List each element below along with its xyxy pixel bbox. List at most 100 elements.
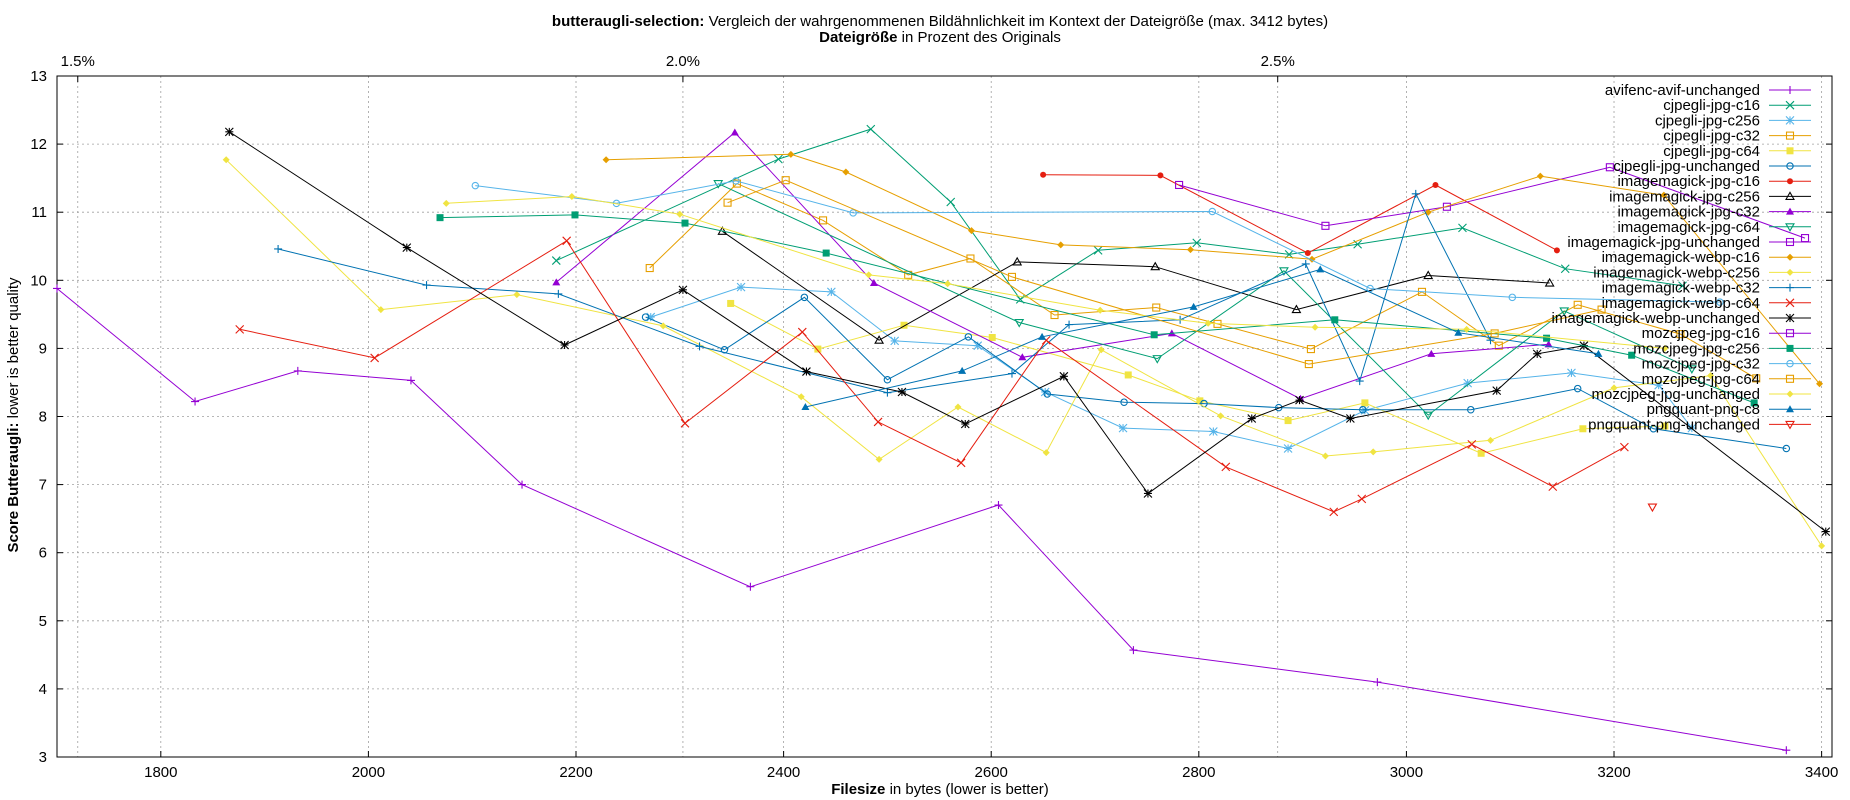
data-point bbox=[1786, 283, 1794, 292]
data-point bbox=[1321, 452, 1329, 460]
series-imagemagick-jpg-c256 bbox=[717, 226, 1555, 344]
series-pngquant-png-unchanged bbox=[1647, 503, 1658, 513]
x-tick-label: 2000 bbox=[352, 764, 385, 781]
series-line bbox=[239, 240, 1625, 513]
data-point bbox=[1661, 344, 1669, 352]
data-point bbox=[1785, 116, 1795, 125]
data-point bbox=[1579, 425, 1587, 433]
series-imagemagick-webp-c256 bbox=[222, 156, 1826, 550]
data-point bbox=[1467, 440, 1477, 449]
data-point bbox=[849, 209, 857, 217]
data-point bbox=[1359, 405, 1367, 414]
data-point bbox=[897, 387, 907, 397]
series-line bbox=[650, 286, 1693, 450]
series-line bbox=[805, 268, 1599, 408]
data-point bbox=[964, 333, 973, 341]
x-axis-label-bold: Filesize bbox=[831, 781, 885, 798]
series-line bbox=[1178, 166, 1806, 239]
series-line bbox=[556, 128, 1683, 301]
data-point bbox=[1816, 380, 1824, 388]
data-point bbox=[1787, 178, 1793, 185]
data-point bbox=[732, 177, 740, 185]
data-point bbox=[1508, 293, 1517, 302]
series-imagemagick-webp-c32 bbox=[274, 189, 1495, 397]
data-point bbox=[680, 418, 690, 428]
series-group bbox=[53, 124, 1831, 755]
data-point bbox=[727, 299, 735, 307]
data-point bbox=[1152, 355, 1163, 364]
data-point bbox=[659, 322, 667, 330]
data-point bbox=[1573, 384, 1582, 393]
data-point bbox=[1620, 442, 1629, 452]
data-point bbox=[1594, 349, 1603, 357]
data-point bbox=[681, 219, 689, 227]
x-tick-label: 1800 bbox=[144, 764, 177, 781]
data-point bbox=[1361, 399, 1369, 407]
data-point bbox=[1042, 449, 1050, 457]
data-point bbox=[191, 397, 200, 406]
legend-label: mozcjpeg-jpg-unchanged bbox=[1592, 386, 1760, 403]
data-point bbox=[1610, 384, 1618, 392]
data-point bbox=[874, 335, 885, 344]
data-point bbox=[1463, 325, 1471, 333]
data-point bbox=[222, 156, 230, 164]
data-point bbox=[568, 193, 576, 201]
data-point bbox=[436, 214, 444, 222]
data-point bbox=[1785, 420, 1795, 430]
data-point bbox=[1306, 345, 1315, 354]
y-tick-label: 4 bbox=[39, 681, 47, 698]
y-tick-label: 10 bbox=[30, 272, 47, 289]
y-tick-label: 8 bbox=[39, 409, 47, 426]
data-point bbox=[1196, 397, 1204, 405]
legend-label: imagemagick-webp-c16 bbox=[1602, 249, 1760, 266]
data-point bbox=[956, 458, 966, 468]
data-point bbox=[1357, 494, 1367, 504]
data-point bbox=[1786, 86, 1794, 94]
legend-item: imagemagick-jpg-c256 bbox=[1609, 188, 1811, 205]
y-tick-label: 11 bbox=[31, 204, 47, 221]
data-point bbox=[518, 480, 527, 489]
data-point bbox=[554, 289, 563, 298]
data-point bbox=[1152, 303, 1161, 312]
y-tick-label: 6 bbox=[39, 545, 47, 562]
x-tick-label: 2200 bbox=[559, 764, 592, 781]
legend-item: mozcjpeg-jpg-unchanged bbox=[1592, 386, 1811, 403]
data-point bbox=[954, 403, 962, 411]
data-point bbox=[883, 375, 892, 384]
y-tick-label: 7 bbox=[39, 477, 47, 494]
data-point bbox=[1786, 359, 1794, 368]
data-point bbox=[645, 263, 654, 273]
legend-label: cjpegli-jpg-unchanged bbox=[1613, 158, 1760, 175]
data-point bbox=[842, 168, 850, 176]
data-point bbox=[1120, 398, 1128, 406]
legend-label: imagemagick-webp-unchanged bbox=[1552, 310, 1760, 327]
legend-label: cjpegli-jpg-c64 bbox=[1663, 143, 1760, 160]
y-axis-label-rest: lower is better quality bbox=[5, 277, 22, 423]
legend-item: cjpegli-jpg-c16 bbox=[1663, 97, 1811, 114]
data-point bbox=[551, 256, 561, 265]
data-point bbox=[1750, 399, 1758, 407]
legend-label: imagemagick-webp-c256 bbox=[1593, 264, 1760, 281]
data-point bbox=[1329, 507, 1339, 517]
series-line bbox=[225, 159, 1823, 547]
series-line bbox=[645, 296, 1787, 449]
data-point bbox=[1369, 448, 1377, 456]
data-point bbox=[1304, 250, 1311, 257]
series-imagemagick-jpg-c16 bbox=[1040, 171, 1560, 257]
data-point bbox=[1423, 270, 1434, 280]
data-point bbox=[875, 455, 883, 463]
x-tick-label: 3200 bbox=[1597, 764, 1630, 781]
chart-title-bold: butteraugli-selection: bbox=[552, 13, 705, 30]
data-point bbox=[1129, 646, 1138, 655]
series-line bbox=[649, 183, 1757, 379]
series-imagemagick-webp-unchanged bbox=[224, 127, 1831, 536]
legend-label: pngquant-png-c8 bbox=[1647, 401, 1760, 418]
y-tick-label: 5 bbox=[39, 613, 47, 630]
data-point bbox=[471, 181, 480, 190]
data-point bbox=[1373, 678, 1382, 687]
data-point bbox=[1291, 304, 1302, 314]
data-point bbox=[1093, 245, 1103, 255]
series-line bbox=[727, 179, 1602, 365]
data-point bbox=[1532, 349, 1542, 359]
data-point bbox=[1785, 374, 1795, 383]
